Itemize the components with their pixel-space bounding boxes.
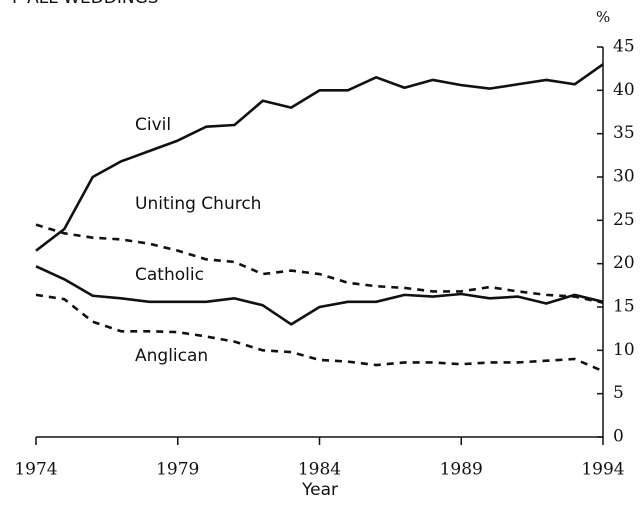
y-tick-label: 35 [613,123,635,143]
x-tick-label: 1979 [156,460,199,480]
series-line [35,223,604,304]
x-tick-label: 1989 [440,460,483,480]
series-label: Catholic [135,265,204,285]
series-label: Civil [135,115,171,135]
x-tick-label: 1984 [298,460,341,480]
series-line [35,265,604,326]
y-tick-label: 5 [613,383,624,403]
y-tick-label: 15 [613,297,635,317]
x-axis-label: Year [301,480,338,500]
series-label: Uniting Church [135,194,261,214]
y-tick-label: 25 [613,210,635,230]
y-tick-label: 10 [613,340,635,360]
y-tick-label: 40 [613,80,635,100]
x-tick-label: 1994 [581,460,624,480]
y-tick-label: 30 [613,167,635,187]
y-tick-label: 20 [613,253,635,273]
series-label: Anglican [135,346,208,366]
y-tick-label: 45 [613,37,635,57]
chart-title: F ALL WEDDINGS [12,0,159,8]
y-axis-label: % [596,8,610,26]
x-tick-label: 1974 [14,460,57,480]
series-line [35,63,604,252]
series-line [35,293,604,373]
y-tick-label: 0 [613,427,624,447]
